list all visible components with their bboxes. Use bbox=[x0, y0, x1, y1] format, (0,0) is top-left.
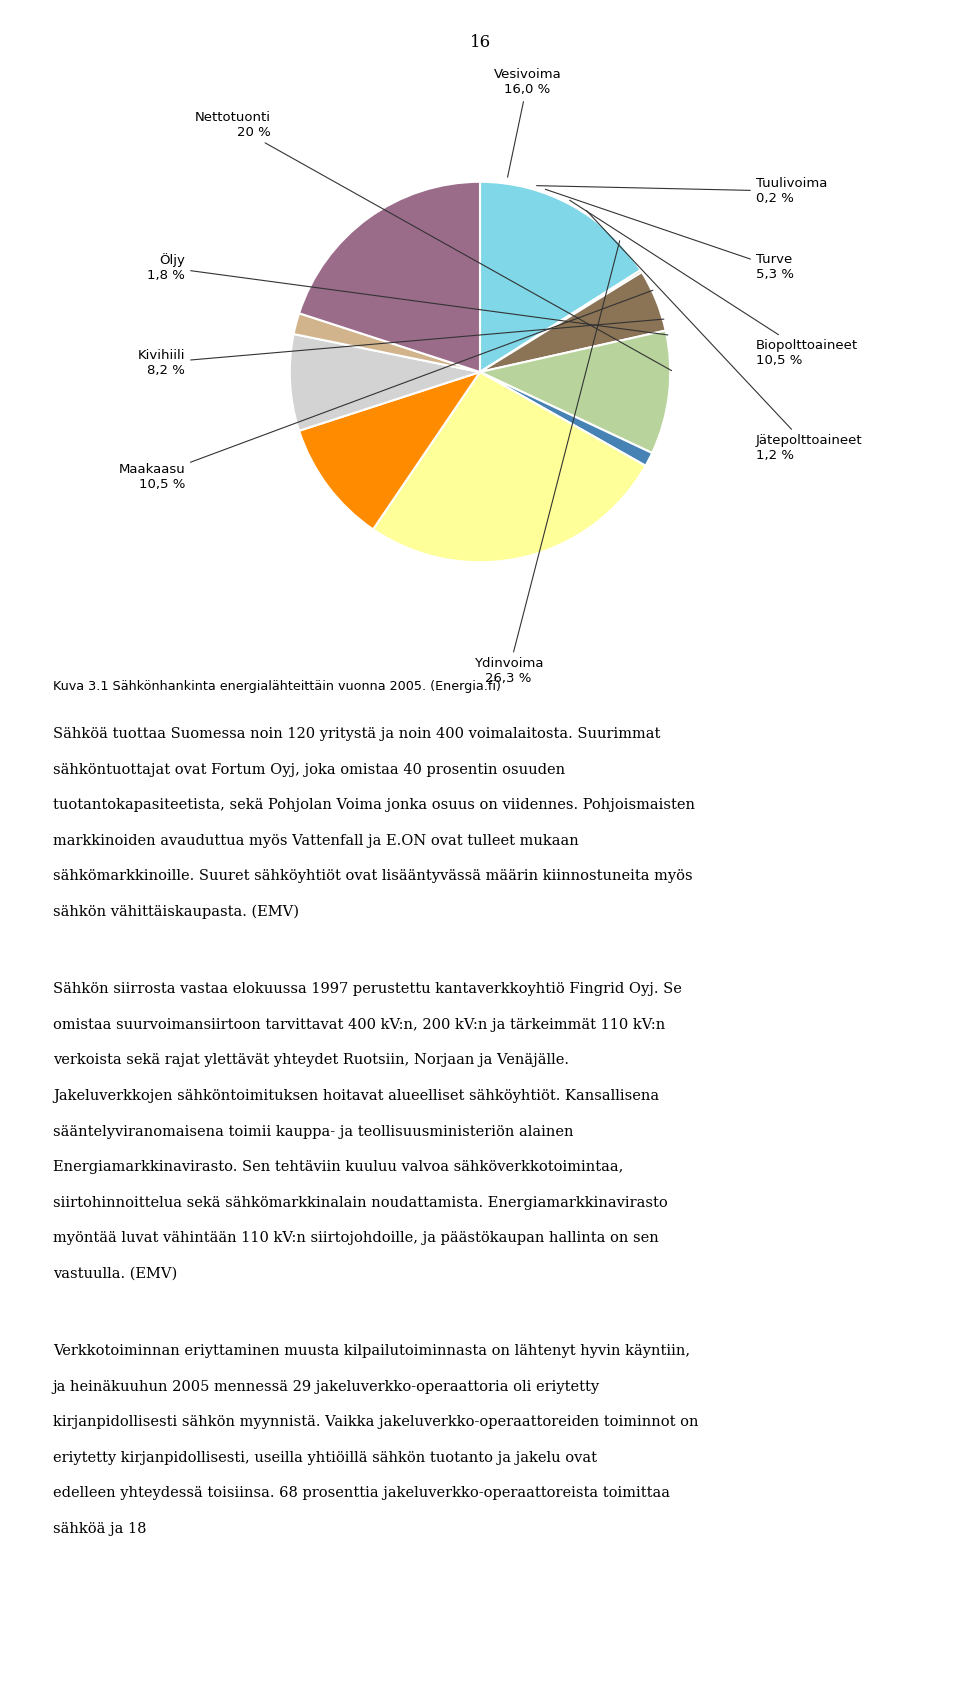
Text: sähkön vähittäiskaupasta. (EMV): sähkön vähittäiskaupasta. (EMV) bbox=[53, 905, 299, 920]
Text: Öljy
1,8 %: Öljy 1,8 % bbox=[147, 254, 668, 335]
Text: omistaa suurvoimansiirtoon tarvittavat 400 kV:n, 200 kV:n ja tärkeimmät 110 kV:n: omistaa suurvoimansiirtoon tarvittavat 4… bbox=[53, 1018, 665, 1032]
Text: Nettotuonti
20 %: Nettotuonti 20 % bbox=[195, 110, 672, 370]
Text: myöntää luvat vähintään 110 kV:n siirtojohdoille, ja päästökaupan hallinta on se: myöntää luvat vähintään 110 kV:n siirtoj… bbox=[53, 1231, 659, 1245]
Text: sähkömarkkinoille. Suuret sähköyhtiöt ovat lisääntyvässä määrin kiinnostuneita m: sähkömarkkinoille. Suuret sähköyhtiöt ov… bbox=[53, 869, 692, 883]
Text: Tuulivoima
0,2 %: Tuulivoima 0,2 % bbox=[537, 178, 828, 205]
Wedge shape bbox=[480, 330, 670, 453]
Wedge shape bbox=[480, 372, 652, 465]
Text: Biopolttoaineet
10,5 %: Biopolttoaineet 10,5 % bbox=[569, 200, 858, 367]
Wedge shape bbox=[480, 271, 642, 372]
Text: kirjanpidollisesti sähkön myynnistä. Vaikka jakeluverkko-operaattoreiden toiminn: kirjanpidollisesti sähkön myynnistä. Vai… bbox=[53, 1415, 698, 1429]
Wedge shape bbox=[480, 272, 665, 372]
Text: tuotantokapasiteetista, sekä Pohjolan Voima jonka osuus on viidennes. Pohjoismai: tuotantokapasiteetista, sekä Pohjolan Vo… bbox=[53, 798, 695, 812]
Wedge shape bbox=[290, 335, 480, 431]
Wedge shape bbox=[480, 181, 640, 372]
Text: Turve
5,3 %: Turve 5,3 % bbox=[545, 189, 794, 281]
Text: ja heinäkuuhun 2005 mennessä 29 jakeluverkko-operaattoria oli eriytetty: ja heinäkuuhun 2005 mennessä 29 jakeluve… bbox=[53, 1380, 600, 1393]
Text: verkoista sekä rajat ylettävät yhteydet Ruotsiin, Norjaan ja Venäjälle.: verkoista sekä rajat ylettävät yhteydet … bbox=[53, 1053, 568, 1067]
Text: markkinoiden avauduttua myös Vattenfall ja E.ON ovat tulleet mukaan: markkinoiden avauduttua myös Vattenfall … bbox=[53, 834, 579, 847]
Text: edelleen yhteydessä toisiinsa. 68 prosenttia jakeluverkko-operaattoreista toimit: edelleen yhteydessä toisiinsa. 68 prosen… bbox=[53, 1486, 670, 1500]
Text: siirtohinnoittelua sekä sähkömarkkinalain noudattamista. Energiamarkkinavirasto: siirtohinnoittelua sekä sähkömarkkinalai… bbox=[53, 1196, 667, 1209]
Text: vastuulla. (EMV): vastuulla. (EMV) bbox=[53, 1267, 177, 1280]
Text: sähköä ja 18: sähköä ja 18 bbox=[53, 1522, 146, 1535]
Wedge shape bbox=[294, 313, 480, 372]
Wedge shape bbox=[373, 372, 645, 561]
Text: Energiamarkkinavirasto. Sen tehtäviin kuuluu valvoa sähköverkkotoimintaa,: Energiamarkkinavirasto. Sen tehtäviin ku… bbox=[53, 1160, 623, 1174]
Text: sähköntuottajat ovat Fortum Oyj, joka omistaa 40 prosentin osuuden: sähköntuottajat ovat Fortum Oyj, joka om… bbox=[53, 763, 564, 776]
Text: Sähkön siirrosta vastaa elokuussa 1997 perustettu kantaverkkoyhtiö Fingrid Oyj. : Sähkön siirrosta vastaa elokuussa 1997 p… bbox=[53, 982, 682, 996]
Wedge shape bbox=[300, 372, 480, 529]
Text: eriytetty kirjanpidollisesti, useilla yhtiöillä sähkön tuotanto ja jakelu ovat: eriytetty kirjanpidollisesti, useilla yh… bbox=[53, 1451, 597, 1464]
Text: 16: 16 bbox=[469, 34, 491, 51]
Wedge shape bbox=[300, 181, 480, 372]
Text: Ydinvoima
26,3 %: Ydinvoima 26,3 % bbox=[474, 240, 620, 685]
Text: Vesivoima
16,0 %: Vesivoima 16,0 % bbox=[493, 68, 562, 178]
Text: Kuva 3.1 Sähkönhankinta energialähteittäin vuonna 2005. (Energia.fi): Kuva 3.1 Sähkönhankinta energialähteittä… bbox=[53, 680, 501, 693]
Text: Verkkotoiminnan eriyttaminen muusta kilpailutoiminnasta on lähtenyt hyvin käynti: Verkkotoiminnan eriyttaminen muusta kilp… bbox=[53, 1344, 690, 1358]
Text: Kivihiili
8,2 %: Kivihiili 8,2 % bbox=[137, 320, 664, 377]
Text: Jakeluverkkojen sähköntoimituksen hoitavat alueelliset sähköyhtiöt. Kansallisena: Jakeluverkkojen sähköntoimituksen hoitav… bbox=[53, 1089, 659, 1103]
Text: sääntelyviranomaisena toimii kauppa- ja teollisuusministeriön alainen: sääntelyviranomaisena toimii kauppa- ja … bbox=[53, 1125, 573, 1138]
Text: Sähköä tuottaa Suomessa noin 120 yritystä ja noin 400 voimalaitosta. Suurimmat: Sähköä tuottaa Suomessa noin 120 yrityst… bbox=[53, 727, 660, 741]
Text: Maakaasu
10,5 %: Maakaasu 10,5 % bbox=[118, 291, 653, 490]
Text: Jätepolttoaineet
1,2 %: Jätepolttoaineet 1,2 % bbox=[587, 211, 862, 462]
